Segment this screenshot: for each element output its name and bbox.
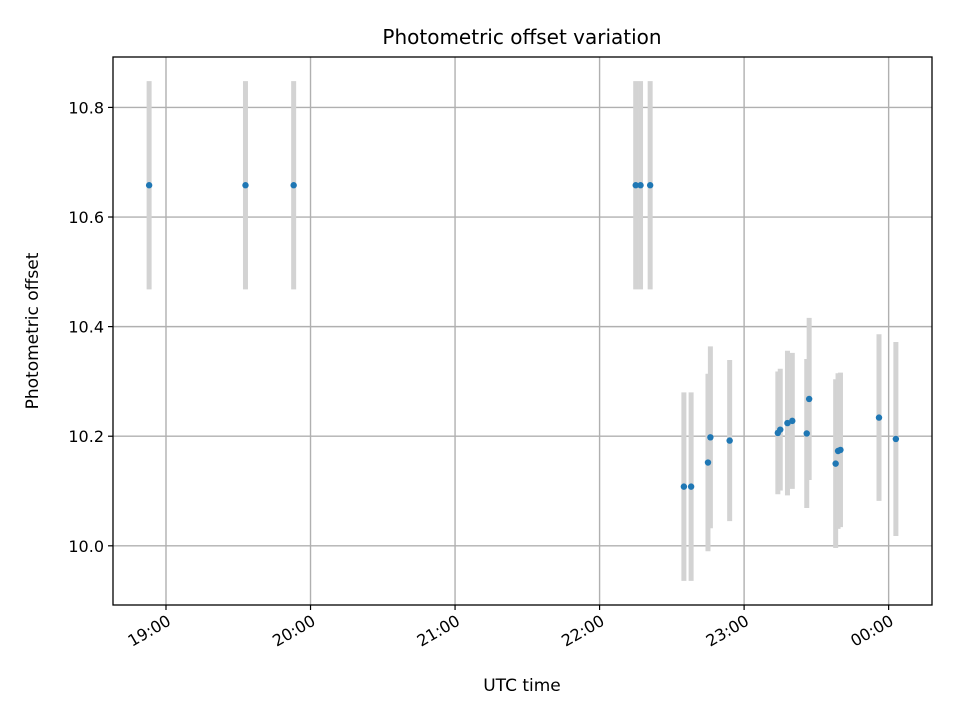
data-point [789, 417, 796, 425]
chart-title: Photometric offset variation [382, 25, 661, 49]
data-point [892, 435, 900, 443]
data-points [145, 182, 900, 490]
y-tick-label: 10.4 [68, 318, 104, 337]
data-point [875, 414, 883, 421]
data-point [784, 419, 791, 427]
data-point [637, 182, 644, 189]
data-point [726, 437, 733, 444]
y-tick-label: 10.0 [68, 537, 104, 556]
data-point [242, 182, 249, 189]
data-point [704, 459, 712, 466]
data-point [707, 434, 714, 441]
data-point [145, 182, 153, 189]
x-axis-label: UTC time [483, 676, 561, 696]
y-tick-label: 10.6 [68, 208, 104, 227]
data-point [646, 182, 654, 189]
data-point [803, 430, 810, 437]
data-point [837, 446, 844, 454]
data-point [805, 395, 813, 403]
data-point [632, 182, 639, 189]
plot-frame [112, 56, 933, 606]
data-point [680, 483, 688, 490]
y-tick-label: 10.2 [68, 427, 104, 446]
data-point [832, 460, 839, 467]
data-point [290, 182, 297, 189]
data-point [777, 426, 784, 433]
y-axis-label: Photometric offset [23, 252, 43, 409]
grid [113, 57, 932, 605]
y-tick-label: 10.8 [68, 98, 104, 117]
data-point [687, 483, 695, 490]
